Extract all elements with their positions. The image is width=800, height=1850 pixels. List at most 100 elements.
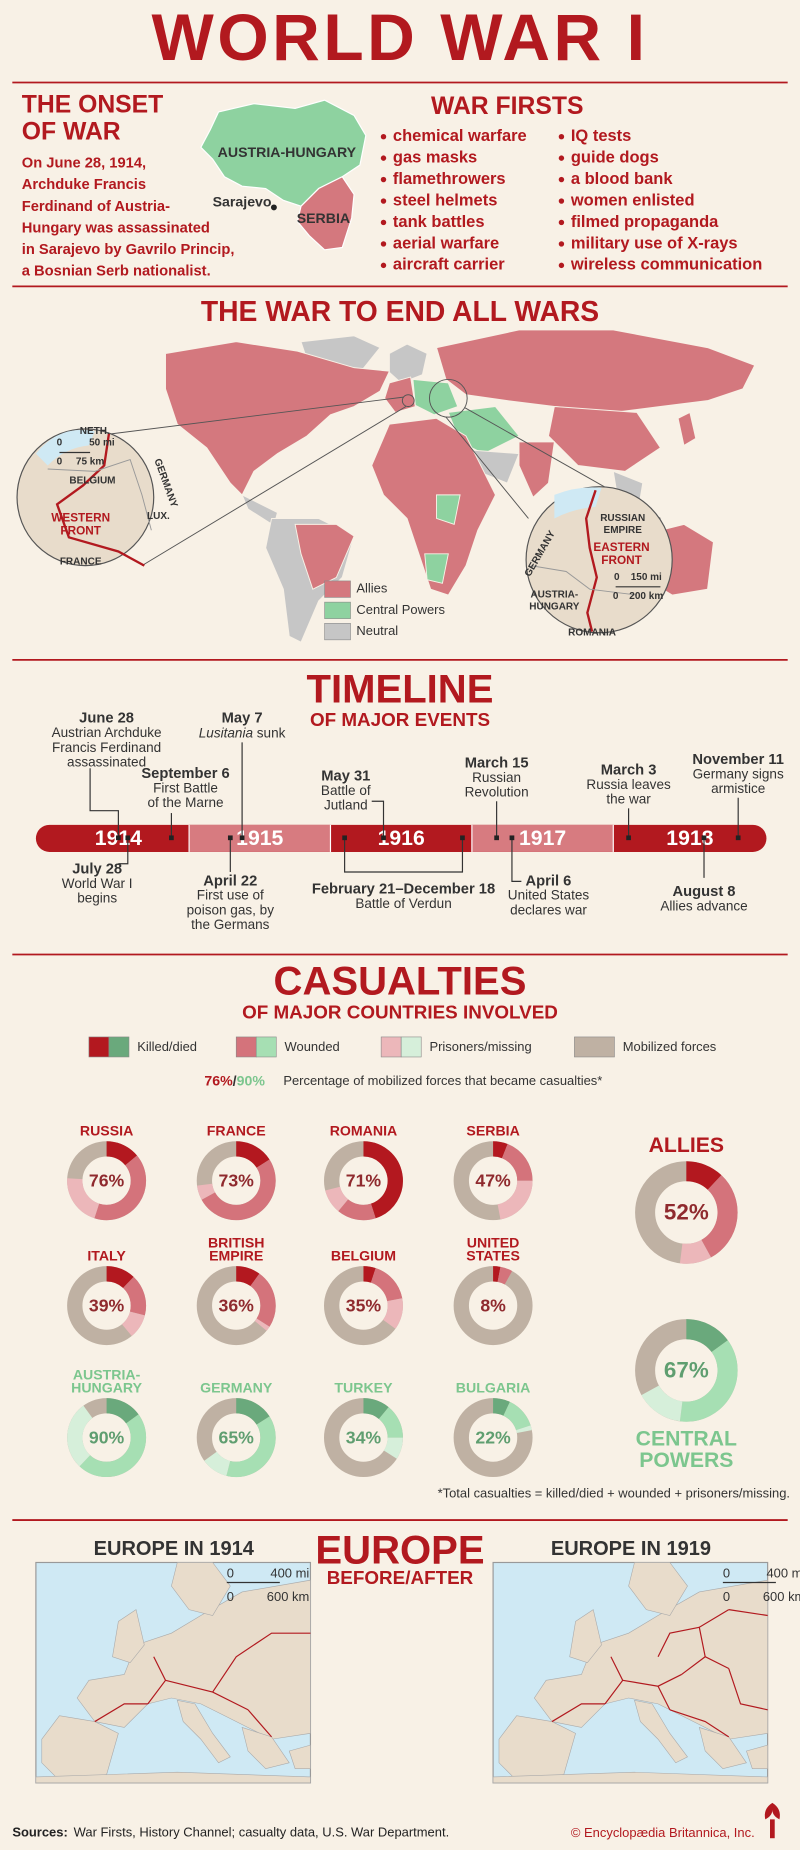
- section-subheading: OF MAJOR COUNTRIES INVOLVED: [242, 1001, 558, 1022]
- legend-label: Mobilized forces: [623, 1039, 717, 1054]
- timeline-bar: [35, 824, 767, 852]
- event-date: April 6: [526, 873, 572, 889]
- legend-swatch: [324, 601, 351, 619]
- donut-percent: 73%: [219, 1171, 255, 1191]
- event-dot: [239, 835, 245, 841]
- europe-map: 0 400 mi 0 600 km: [35, 1561, 312, 1784]
- map-label: ROMANIA: [568, 627, 616, 638]
- onset-map: [296, 175, 355, 251]
- donut-segment: [516, 1425, 532, 1434]
- event-text: World War I: [62, 876, 133, 891]
- bullet: [558, 176, 565, 183]
- example-allies: 76%: [204, 1072, 233, 1088]
- land: [241, 1727, 290, 1770]
- donut-segment: [338, 1198, 376, 1221]
- war-first-item: wireless communication: [570, 256, 762, 274]
- border: [247, 1709, 273, 1738]
- land: [288, 1744, 311, 1769]
- donut-segment: [226, 1416, 276, 1478]
- donut-segment: [94, 1155, 147, 1221]
- event-text: sunk: [253, 725, 286, 740]
- border: [669, 1709, 730, 1738]
- legend-swatch: [574, 1036, 615, 1058]
- europe-map: 0 400 mi 0 600 km: [492, 1561, 800, 1784]
- section-heading: OF WAR: [22, 119, 121, 146]
- land: [634, 1699, 688, 1764]
- donut-segment: [201, 1159, 276, 1221]
- bullet: [558, 241, 565, 247]
- event-text: Austrian Archduke: [52, 725, 162, 740]
- event-text: Revolution: [465, 785, 529, 800]
- scale-label: 0: [723, 1566, 730, 1581]
- map-label: WESTERN: [51, 512, 110, 525]
- land: [533, 1579, 768, 1740]
- event-dot: [125, 835, 131, 841]
- donut-label: UNITED: [467, 1234, 520, 1250]
- donut-percent: 52%: [664, 1200, 709, 1225]
- bullet: [558, 262, 565, 269]
- western-inset: [47, 458, 152, 531]
- event-date: May 7: [222, 711, 263, 727]
- war-first-item: a blood bank: [571, 170, 673, 188]
- legend-label: Prisoners/missing: [429, 1039, 531, 1054]
- scale-label: 0: [227, 1589, 234, 1604]
- onset-line: Archduke Francis: [22, 177, 146, 193]
- bullet: [380, 262, 387, 269]
- example-slash: /: [233, 1072, 237, 1088]
- donut-segment: [235, 1141, 270, 1169]
- event-connector: [344, 837, 464, 873]
- donut-segment: [679, 1239, 712, 1264]
- event-connector: [371, 800, 385, 838]
- eastern-inset: [554, 487, 602, 519]
- donut-segment: [370, 1268, 403, 1302]
- scale-label: 0: [614, 572, 620, 583]
- bullet: [380, 219, 387, 226]
- donut-segment: [106, 1141, 138, 1166]
- world-map: [388, 343, 428, 384]
- donut-label: TURKEY: [334, 1379, 393, 1395]
- war-first-item: chemical warfare: [393, 127, 527, 145]
- war-first-item: women enlisted: [570, 191, 695, 209]
- event-date: February 21–December 18: [312, 882, 495, 898]
- inset-connector: [141, 406, 407, 567]
- donut-segment: [235, 1398, 270, 1426]
- event-date: April 22: [203, 873, 257, 889]
- event-text: Jutland: [324, 798, 368, 813]
- sources-label: Sources:: [12, 1825, 67, 1840]
- onset-map: [270, 204, 277, 211]
- donut-segment: [197, 1183, 216, 1200]
- donut-label: STATES: [466, 1247, 520, 1263]
- donut-segment: [204, 1451, 231, 1476]
- donut-segment: [362, 1398, 389, 1420]
- donut-segment: [363, 1141, 403, 1219]
- land: [171, 1562, 231, 1616]
- world-map: [165, 329, 756, 643]
- scale-label: 600 km: [763, 1589, 800, 1604]
- donut-segment: [492, 1398, 510, 1416]
- legend-note: Percentage of mobilized forces that beca…: [283, 1073, 602, 1088]
- donut-label: BELGIUM: [331, 1247, 396, 1263]
- land: [176, 1699, 231, 1764]
- legend-swatch: [235, 1036, 257, 1058]
- world-map: [165, 341, 391, 496]
- onset-line: in Sarajevo by Gavrilo Princip,: [22, 242, 235, 258]
- europe-maps: EUROPE IN 1914 0 400 mi 0 600 km EUROPE IN 19…: [35, 1538, 800, 1784]
- world-map: [436, 494, 461, 525]
- donut-segment: [67, 1405, 93, 1467]
- event-text-italic: Lusitania: [199, 725, 254, 740]
- donut-percent: 67%: [664, 1357, 709, 1382]
- sources-text: War Firsts, History Channel; casualty da…: [74, 1825, 450, 1840]
- donut-segment: [685, 1319, 728, 1353]
- event-date: March 3: [601, 763, 657, 779]
- donut-percent: 22%: [475, 1427, 511, 1447]
- legend: Allies Central Powers Neutral: [324, 580, 445, 641]
- year-label: 1917: [519, 827, 566, 850]
- onset-line: On June 28, 1914,: [22, 156, 146, 172]
- onset-line: Ferdinand of Austria-: [22, 199, 170, 215]
- donut-label: RUSSIA: [80, 1123, 133, 1139]
- legend-swatch: [324, 580, 351, 598]
- map-label: EASTERN: [593, 541, 649, 554]
- onset-line: a Bosnian Serb nationalist.: [22, 263, 211, 279]
